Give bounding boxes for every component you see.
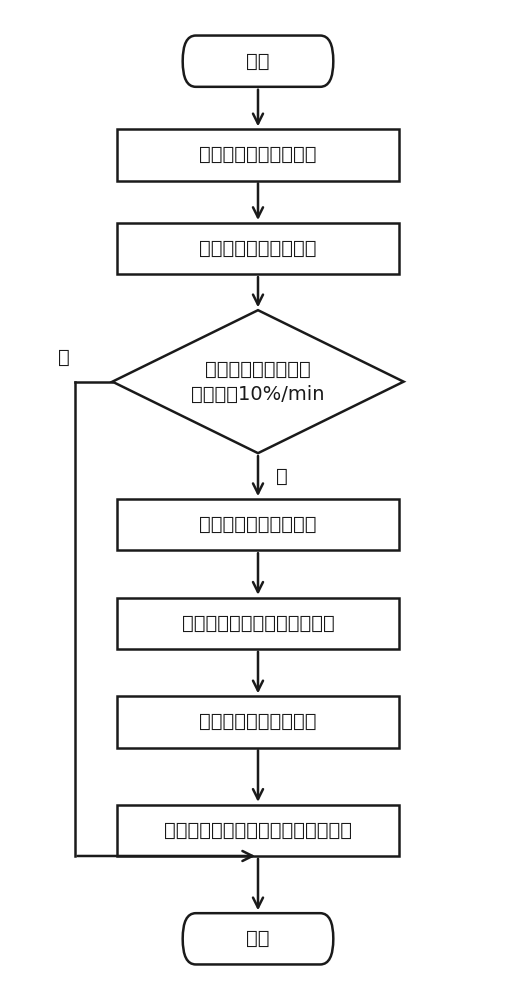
Bar [118, 805, 398, 856]
Text: 执行控制策略进行充放电功率重分配: 执行控制策略进行充放电功率重分配 [164, 821, 352, 840]
Text: 确定约束参量及目标函数系数: 确定约束参量及目标函数系数 [182, 614, 334, 633]
Bar [118, 223, 398, 274]
Bar [118, 129, 398, 180]
Text: 否: 否 [58, 348, 70, 367]
Polygon shape [112, 310, 404, 453]
Bar [118, 696, 398, 748]
Text: 获取光伏发电功率特性: 获取光伏发电功率特性 [199, 145, 317, 164]
Text: 设置储能系统初始状态: 设置储能系统初始状态 [199, 239, 317, 258]
Bar [118, 499, 398, 550]
FancyBboxPatch shape [183, 36, 333, 87]
Bar [118, 598, 398, 649]
Text: 计算储能系统整理出力: 计算储能系统整理出力 [199, 515, 317, 534]
Text: 停止: 停止 [246, 929, 270, 948]
FancyBboxPatch shape [183, 913, 333, 964]
Text: 开始: 开始 [246, 52, 270, 71]
Text: 遗传算法求解目标函数: 遗传算法求解目标函数 [199, 712, 317, 731]
Text: 是: 是 [276, 467, 287, 486]
Text: 有功功率波动率超过
装机容量10%/min: 有功功率波动率超过 装机容量10%/min [191, 360, 325, 404]
